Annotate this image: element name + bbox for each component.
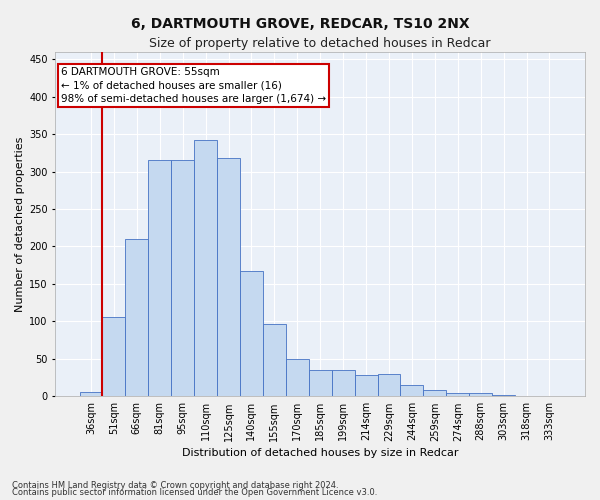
Bar [125,239,148,396]
Bar [103,317,125,396]
Title: Size of property relative to detached houses in Redcar: Size of property relative to detached ho… [149,38,491,51]
Bar [171,160,194,396]
Bar [263,324,286,396]
Text: Contains public sector information licensed under the Open Government Licence v3: Contains public sector information licen… [12,488,377,497]
Bar [355,374,377,396]
Bar [148,160,171,396]
Bar [469,392,492,396]
X-axis label: Distribution of detached houses by size in Redcar: Distribution of detached houses by size … [182,448,458,458]
Bar [377,374,400,396]
Bar [309,370,332,396]
Bar [240,271,263,396]
Bar [400,385,424,396]
Bar [80,392,103,396]
Bar [446,392,469,396]
Y-axis label: Number of detached properties: Number of detached properties [15,136,25,312]
Bar [217,158,240,396]
Text: 6, DARTMOUTH GROVE, REDCAR, TS10 2NX: 6, DARTMOUTH GROVE, REDCAR, TS10 2NX [131,18,469,32]
Text: 6 DARTMOUTH GROVE: 55sqm
← 1% of detached houses are smaller (16)
98% of semi-de: 6 DARTMOUTH GROVE: 55sqm ← 1% of detache… [61,67,326,104]
Bar [332,370,355,396]
Bar [492,395,515,396]
Bar [286,359,309,397]
Bar [194,140,217,396]
Bar [424,390,446,396]
Text: Contains HM Land Registry data © Crown copyright and database right 2024.: Contains HM Land Registry data © Crown c… [12,480,338,490]
